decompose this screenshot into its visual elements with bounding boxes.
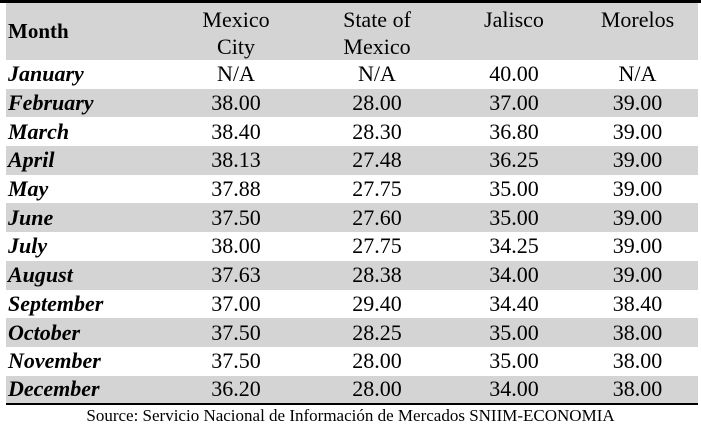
state-of-mexico-cell: 28.00: [352, 348, 402, 374]
mexico-city-cell: 38.40: [211, 118, 261, 144]
source-note: Source: Servicio Nacional de Información…: [86, 406, 615, 425]
mexico-city-cell: 37.50: [211, 319, 261, 345]
month-cell: November: [8, 348, 101, 374]
jalisco-cell: 36.25: [489, 147, 539, 173]
jalisco-cell: 36.80: [489, 118, 539, 144]
month-cell: October: [8, 319, 81, 345]
morelos-cell: 39.00: [612, 233, 663, 259]
table-row: July 38.00 27.75 34.25 39.00: [6, 232, 698, 261]
jalisco-cell: 34.00: [451, 375, 577, 406]
table-row: August 37.63 28.38 34.00 39.00: [6, 260, 698, 290]
top-rule: [0, 0, 701, 3]
jalisco-cell: 34.40: [489, 290, 539, 316]
header-row: Month Mexico City State of Mexico Jalisco …: [6, 3, 698, 60]
morelos-cell: 39.00: [612, 176, 663, 202]
morelos-cell: 39.00: [612, 147, 663, 173]
month-cell: September: [8, 290, 104, 316]
jalisco-cell: 34.25: [489, 233, 539, 259]
state-of-mexico-cell: 28.30: [352, 118, 402, 144]
morelos-cell: 38.00: [612, 348, 663, 374]
state-of-mexico-cell: N/A: [358, 61, 396, 87]
table-row: January N/A N/A 40.00 N/A: [6, 60, 698, 89]
mexico-city-cell: 37.50: [211, 348, 261, 374]
mexico-city-cell: N/A: [217, 61, 255, 87]
jalisco-cell: 35.00: [489, 176, 539, 202]
mexico-city-cell: 38.13: [211, 147, 261, 173]
morelos-cell: 38.00: [612, 319, 663, 345]
morelos-cell: 39.00: [612, 118, 663, 144]
mexico-city-cell: 37.00: [211, 290, 261, 316]
table-row: December 36.20 28.00 34.00 38.00: [6, 375, 698, 406]
jalisco-cell: 35.00: [489, 348, 539, 374]
jalisco-cell: 35.00: [489, 319, 539, 345]
jalisco-cell: 34.00: [489, 262, 539, 288]
mexico-city-cell: 36.20: [169, 375, 303, 406]
table-row: March 38.40 28.30 36.80 39.00: [6, 117, 698, 146]
state-of-mexico-cell: 27.75: [352, 233, 402, 259]
header-month: Month: [8, 19, 69, 43]
table-row: November 37.50 28.00 35.00 38.00: [6, 347, 698, 376]
month-cell: July: [8, 233, 48, 259]
table-body: January N/A N/A 40.00 N/A February 38.00…: [6, 60, 698, 406]
mexico-city-cell: 38.00: [211, 90, 261, 116]
state-of-mexico-cell: 28.38: [352, 262, 402, 288]
month-cell: February: [8, 90, 94, 116]
mexico-city-cell: 38.00: [211, 233, 261, 259]
morelos-cell: N/A: [618, 61, 657, 87]
state-of-mexico-cell: 27.48: [352, 147, 402, 173]
jalisco-cell: 35.00: [489, 204, 539, 230]
month-cell: December: [6, 375, 169, 406]
table-row: September 37.00 29.40 34.40 38.40: [6, 290, 698, 319]
month-cell: April: [8, 147, 55, 173]
header-mexico-city-line1: Mexico: [202, 7, 270, 32]
table-row: May 37.88 27.75 35.00 39.00: [6, 175, 698, 204]
jalisco-cell: 37.00: [489, 90, 539, 116]
header-morelos: Morelos: [600, 7, 675, 32]
table-row: June 37.50 27.60 35.00 39.00: [6, 203, 698, 233]
header-state-of-mexico-line1: State of: [343, 7, 411, 32]
header-state-of-mexico: State of Mexico: [303, 3, 451, 60]
month-cell: August: [8, 262, 73, 288]
morelos-cell: 38.40: [612, 290, 663, 316]
state-of-mexico-cell: 29.40: [352, 290, 402, 316]
table-row: February 38.00 28.00 37.00 39.00: [6, 88, 698, 118]
header-mexico-city-line2: City: [217, 34, 255, 59]
month-cell: March: [8, 118, 70, 144]
morelos-cell: 39.00: [612, 204, 663, 230]
mexico-city-cell: 37.88: [211, 176, 261, 202]
header-mexico-city: Mexico City: [169, 3, 303, 60]
table-row: April 38.13 27.48 36.25 39.00: [6, 146, 698, 175]
morelos-cell: 38.00: [577, 375, 698, 406]
state-of-mexico-cell: 27.75: [352, 176, 402, 202]
table-row: October 37.50 28.25 35.00 38.00: [6, 318, 698, 347]
price-table-container: Month Mexico City State of Mexico Jalisco …: [6, 3, 698, 406]
mexico-city-cell: 37.63: [211, 262, 261, 288]
table-header: Month Mexico City State of Mexico Jalisco …: [6, 3, 698, 60]
morelos-cell: 39.00: [612, 262, 663, 288]
jalisco-cell: 40.00: [489, 61, 539, 87]
state-of-mexico-cell: 28.25: [352, 319, 402, 345]
month-cell: January: [8, 61, 84, 87]
month-cell: June: [8, 204, 54, 230]
mexico-city-cell: 37.50: [211, 204, 261, 230]
morelos-cell: 39.00: [612, 90, 663, 116]
state-of-mexico-cell: 28.00: [303, 375, 451, 406]
month-cell: May: [8, 176, 49, 202]
state-of-mexico-cell: 28.00: [352, 90, 402, 116]
state-of-mexico-cell: 27.60: [352, 204, 402, 230]
header-jalisco: Jalisco: [484, 7, 544, 32]
header-state-of-mexico-line2: Mexico: [343, 34, 411, 59]
price-table: Month Mexico City State of Mexico Jalisco …: [6, 3, 698, 406]
